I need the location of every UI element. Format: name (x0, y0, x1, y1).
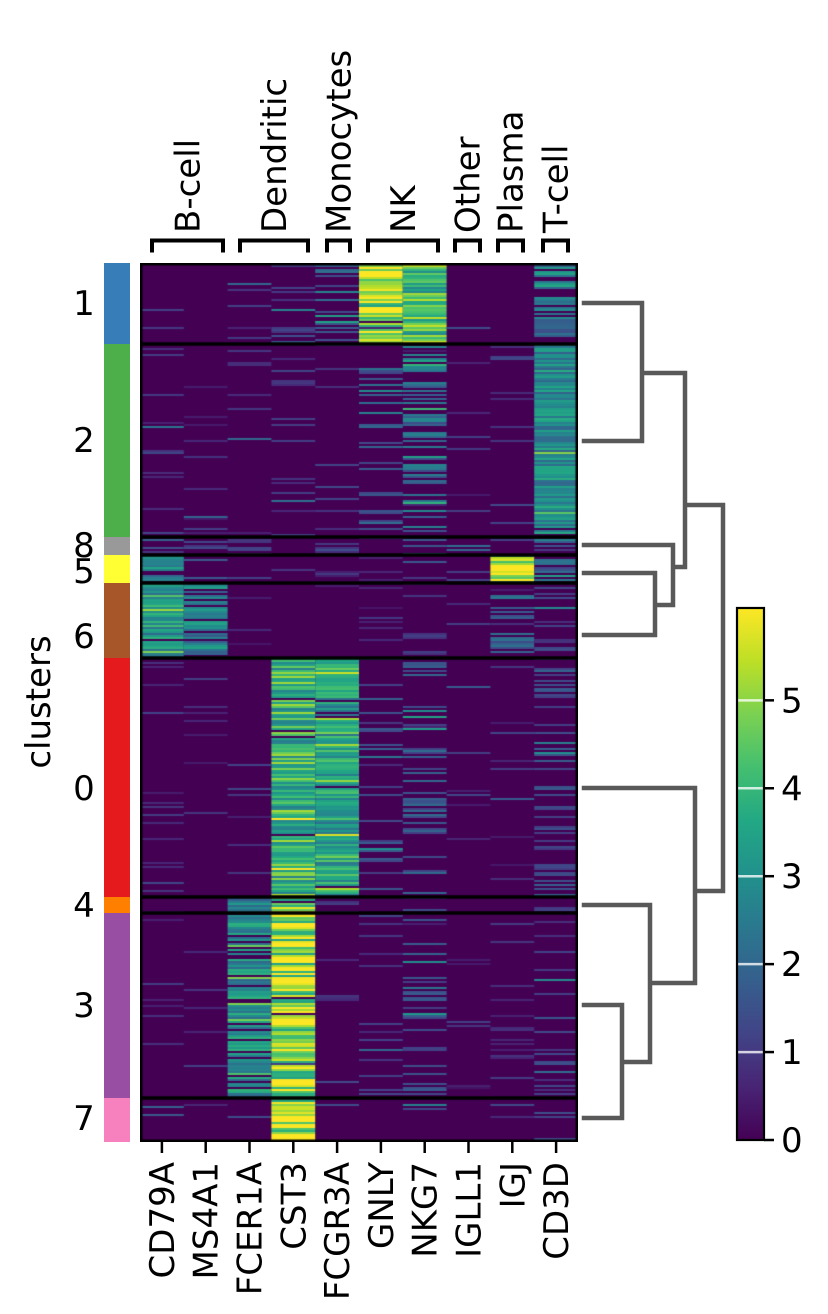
cluster-color-1 (104, 263, 130, 344)
dendrogram-tree (581, 300, 726, 1121)
cluster-label-3: 3 (73, 986, 95, 1026)
colorbar-tick-label-1: 1 (781, 1033, 803, 1073)
gene-label-cst3: CST3 (274, 1162, 314, 1250)
group-bracket-b-cell (150, 238, 225, 253)
group-bracket-other (453, 238, 482, 253)
cluster-color-8 (104, 537, 130, 555)
cluster-label-5: 5 (73, 552, 95, 592)
gene-group-labels: B-cell Dendritic Monocytes NK Other Plasma T-c… (169, 50, 577, 234)
group-label-dendritic: Dendritic (255, 78, 295, 233)
cluster-color-bar (104, 263, 130, 1142)
group-bracket-nk (366, 238, 440, 253)
colorbar: 0 1 2 3 4 5 (735, 606, 803, 1161)
cluster-label-7: 7 (73, 1099, 95, 1139)
gene-label-ms4a1: MS4A1 (187, 1162, 227, 1279)
cluster-label-8: 8 (73, 526, 95, 566)
cluster-color-2 (104, 344, 130, 537)
colorbar-tick-label-4: 4 (781, 769, 803, 809)
group-bracket-plasma (496, 238, 525, 253)
y-axis-label: clusters (19, 635, 59, 768)
gene-label-gnly: GNLY (362, 1162, 402, 1249)
cluster-label-4: 4 (73, 886, 95, 926)
group-label-t-cell: T-cell (537, 145, 577, 234)
group-bracket-dendritic (238, 238, 310, 253)
gene-label-fcgr3a: FCGR3A (318, 1162, 358, 1300)
group-label-other: Other (449, 136, 489, 233)
dendrogram (581, 300, 726, 1121)
cluster-label-6: 6 (73, 617, 95, 657)
colorbar-tick-label-2: 2 (781, 945, 803, 985)
gene-label-cd3d: CD3D (537, 1162, 577, 1260)
gene-label-fcer1a: FCER1A (231, 1162, 271, 1295)
cluster-color-4 (104, 897, 130, 913)
cluster-label-2: 2 (73, 421, 95, 461)
group-label-nk: NK (384, 184, 424, 233)
colorbar-tick-label-0: 0 (781, 1121, 803, 1161)
group-bracket-monocytes (325, 238, 352, 253)
group-bracket-t-cell (541, 238, 570, 253)
cluster-labels: 1 2 85 6 0 4 3 7 (73, 284, 95, 1139)
cluster-color-5 (104, 555, 130, 583)
gene-label-igj: IGJ (493, 1162, 533, 1208)
colorbar-gradient (735, 606, 766, 1142)
colorbar-tick-label-3: 3 (781, 857, 803, 897)
colorbar-tick-label-5: 5 (781, 681, 803, 721)
heatmap-canvas (140, 263, 578, 1142)
group-label-plasma: Plasma (492, 111, 532, 233)
gene-group-brackets (150, 238, 570, 253)
cluster-label-1: 1 (73, 284, 95, 324)
cluster-color-3 (104, 913, 130, 1098)
cluster-label-0: 0 (73, 769, 95, 809)
cluster-color-6 (104, 583, 130, 658)
group-label-monocytes: Monocytes (320, 50, 360, 233)
cluster-color-0 (104, 658, 130, 897)
gene-label-nkg7: NKG7 (406, 1162, 446, 1258)
gene-label-igll1: IGLL1 (450, 1162, 490, 1258)
gene-label-cd79a: CD79A (143, 1162, 183, 1278)
group-label-b-cell: B-cell (169, 139, 209, 233)
gene-axis: CD79A MS4A1 FCER1A CST3 FCGR3A GNLY NKG7 IGLL1 I… (143, 1142, 577, 1300)
cluster-color-7 (104, 1098, 130, 1142)
